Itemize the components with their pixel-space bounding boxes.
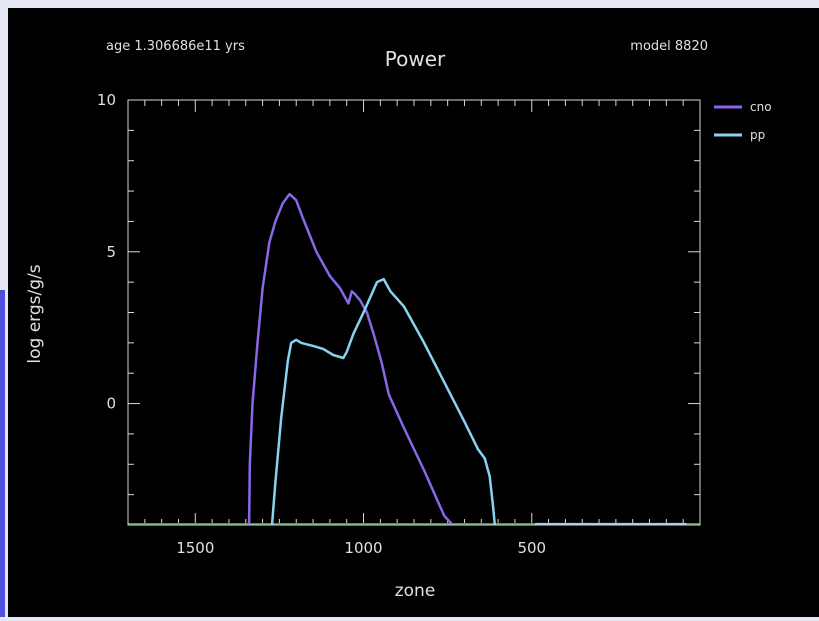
- series-line-pp: [270, 277, 497, 526]
- power-chart: age 1.306686e11 yrs model 8820 Power log…: [25, 39, 772, 601]
- y-axis-label: log ergs/g/s: [25, 264, 45, 363]
- series-line-cno: [247, 192, 454, 526]
- chart-title: Power: [385, 47, 446, 71]
- x-tick-label: 500: [517, 539, 546, 557]
- model-label: model 8820: [630, 39, 708, 54]
- y-tick-label: 5: [106, 243, 116, 261]
- accent-bar: [0, 290, 5, 617]
- legend-label-pp: pp: [750, 128, 765, 142]
- y-tick-label: 0: [106, 395, 116, 413]
- x-tick-label: 1500: [176, 539, 214, 557]
- age-label: age 1.306686e11 yrs: [106, 39, 245, 54]
- plot-frame: [127, 99, 701, 526]
- plot-area: age 1.306686e11 yrs model 8820 Power log…: [8, 8, 819, 617]
- x-axis-label: zone: [395, 581, 436, 601]
- y-tick-label: 10: [97, 91, 116, 109]
- x-tick-label: 1000: [344, 539, 382, 557]
- legend-label-cno: cno: [750, 100, 772, 114]
